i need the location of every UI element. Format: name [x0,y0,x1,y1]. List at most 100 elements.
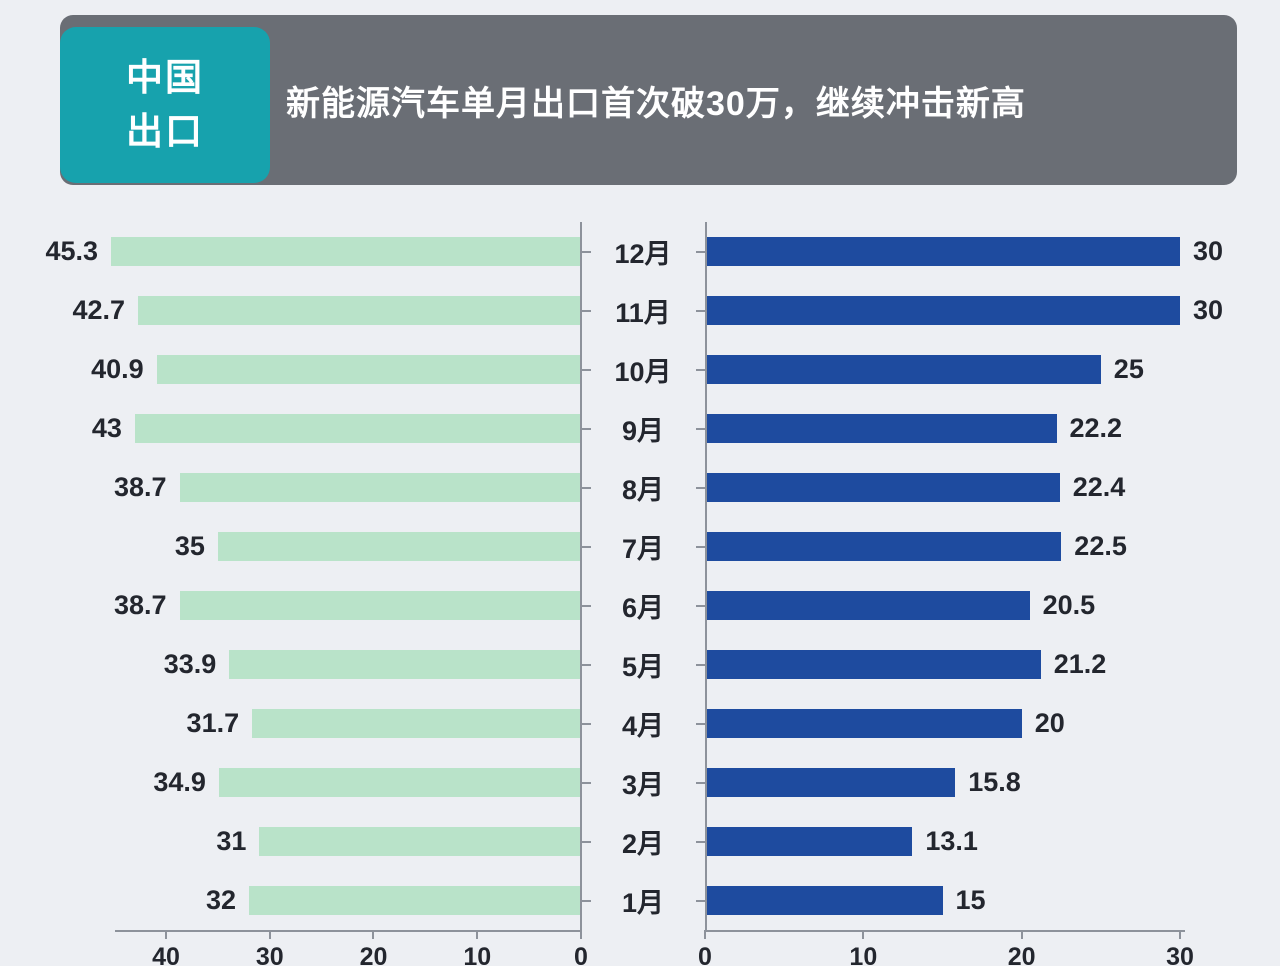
left-value-label: 42.7 [72,295,125,325]
left-chart-row: 31.7 [0,694,581,753]
left-value-label: 40.9 [91,354,144,384]
left-value-label: 33.9 [163,649,217,679]
left-chart-row: 43 [0,399,581,458]
axis-tick [372,930,375,939]
right-bar [705,768,956,797]
right-chart-row: 15 [705,871,1280,930]
right-bar [705,237,1180,266]
right-value-label: 20.5 [1042,590,1096,620]
axis-tick [164,930,167,939]
left-bar [156,355,581,384]
axis-tick [268,930,271,939]
month-label: 4月 [621,711,665,741]
month-label: 5月 [621,652,665,682]
header-banner: 中国 出口 新能源汽车单月出口首次破30万，继续冲击新高 [60,15,1237,185]
right-value-label: 22.4 [1072,472,1126,502]
left-value-label: 45.3 [45,236,98,266]
right-value-axis: 0 10 20 30 [698,930,1280,966]
left-chart-row: 42.7 [0,281,581,340]
month-label: 7月 [621,534,665,564]
left-chart-row: 34.9 [0,753,581,812]
right-bar [705,650,1041,679]
right-bar [705,709,1022,738]
left-chart-row: 33.9 [0,635,581,694]
right-value-label: 21.2 [1053,649,1107,679]
axis-tick-label: 40 [152,943,180,966]
left-bar [179,591,581,620]
right-chart-row: 13.1 [705,812,1280,871]
month-label: 11月 [615,298,671,328]
right-chart-row: 21.2 [705,635,1280,694]
right-value-label: 30 [1193,295,1224,325]
month-label: 8月 [621,475,665,505]
left-axis-baseline [115,930,581,932]
right-value-label: 22.2 [1069,413,1123,443]
axis-tick [1179,930,1181,939]
month-cell: 4月 [581,694,705,753]
axis-tick [1020,930,1023,939]
left-chart-row: 31 [0,812,581,871]
axis-tick-label: 20 [359,943,388,966]
left-bar [179,473,581,502]
left-value-label: 31.7 [186,708,240,738]
month-cell: 1月 [581,871,705,930]
badge-line1: 中国 [126,57,204,99]
axis-tick [580,930,582,939]
left-chart-row: 35 [0,517,581,576]
right-value-label: 30 [1193,236,1224,266]
right-bar [705,473,1060,502]
right-value-label: 22.5 [1074,531,1127,561]
left-bar [249,886,581,915]
axis-tick-label: 30 [1166,943,1194,966]
right-bar [705,827,913,856]
left-chart-row: 32 [0,871,581,930]
left-category-axis-line [580,222,582,930]
axis-tick [476,930,479,939]
left-bar [229,650,581,679]
right-bar [705,532,1062,561]
right-bar [705,591,1030,620]
left-chart-row: 38.7 [0,576,581,635]
month-label: 9月 [621,416,665,446]
right-value-label: 25 [1113,354,1144,384]
month-cell: 3月 [581,753,705,812]
right-chart-row: 15.8 [705,753,1280,812]
right-chart-row: 20.5 [705,576,1280,635]
left-value-label: 32 [205,885,236,915]
axis-tick [862,930,865,939]
right-bar [705,296,1180,325]
axis-tick [704,930,706,939]
month-cell: 9月 [581,399,705,458]
right-chart-row: 22.2 [705,399,1280,458]
month-cell: 2月 [581,812,705,871]
month-cell: 12月 [581,222,705,281]
diverging-bar-chart: 45.3 12月 30 42.7 11月 30 40.9 10月 25 43 9月 22.2 38.7 8… [0,222,1280,966]
left-value-label: 43 [91,413,122,443]
month-label: 12月 [614,239,672,269]
left-bar [134,414,581,443]
month-cell: 7月 [581,517,705,576]
right-chart-row: 30 [705,222,1280,281]
left-value-label: 38.7 [113,472,167,502]
right-value-label: 15 [955,885,986,915]
right-chart-row: 20 [705,694,1280,753]
left-chart-row: 45.3 [0,222,581,281]
axis-tick-label: 30 [255,943,284,966]
month-cell: 5月 [581,635,705,694]
right-chart-row: 30 [705,281,1280,340]
right-chart-row: 22.5 [705,517,1280,576]
right-category-axis-line [705,222,707,930]
left-value-label: 31 [216,826,247,856]
month-cell: 11月 [581,281,705,340]
china-export-badge: 中国 出口 [60,27,270,183]
badge-line2: 出口 [126,111,204,152]
left-bar [218,768,581,797]
left-value-label: 35 [174,531,205,561]
left-chart-row: 40.9 [0,340,581,399]
left-value-label: 38.7 [113,590,167,620]
month-label: 6月 [621,593,665,623]
month-cell: 6月 [581,576,705,635]
axis-tick-label: 10 [849,943,878,966]
month-label: 10月 [614,357,672,387]
